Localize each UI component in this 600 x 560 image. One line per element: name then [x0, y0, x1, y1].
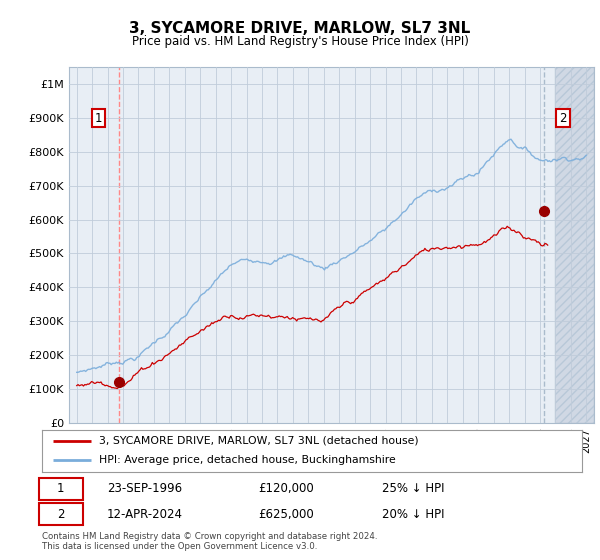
Text: Contains HM Land Registry data © Crown copyright and database right 2024.
This d: Contains HM Land Registry data © Crown c…	[42, 532, 377, 552]
Text: 3, SYCAMORE DRIVE, MARLOW, SL7 3NL: 3, SYCAMORE DRIVE, MARLOW, SL7 3NL	[130, 21, 470, 36]
Text: 3, SYCAMORE DRIVE, MARLOW, SL7 3NL (detached house): 3, SYCAMORE DRIVE, MARLOW, SL7 3NL (deta…	[98, 436, 418, 446]
Text: £120,000: £120,000	[258, 482, 314, 495]
Text: 25% ↓ HPI: 25% ↓ HPI	[382, 482, 445, 495]
Text: 2: 2	[559, 111, 567, 124]
Text: 12-APR-2024: 12-APR-2024	[107, 508, 183, 521]
FancyBboxPatch shape	[40, 503, 83, 525]
Text: 1: 1	[57, 482, 65, 495]
Text: 1: 1	[95, 111, 102, 124]
Text: Price paid vs. HM Land Registry's House Price Index (HPI): Price paid vs. HM Land Registry's House …	[131, 35, 469, 48]
Text: 2: 2	[57, 508, 65, 521]
Text: 23-SEP-1996: 23-SEP-1996	[107, 482, 182, 495]
Bar	[556, 67, 594, 423]
Text: HPI: Average price, detached house, Buckinghamshire: HPI: Average price, detached house, Buck…	[98, 455, 395, 465]
Text: £625,000: £625,000	[258, 508, 314, 521]
Text: 20% ↓ HPI: 20% ↓ HPI	[382, 508, 445, 521]
FancyBboxPatch shape	[40, 478, 83, 500]
